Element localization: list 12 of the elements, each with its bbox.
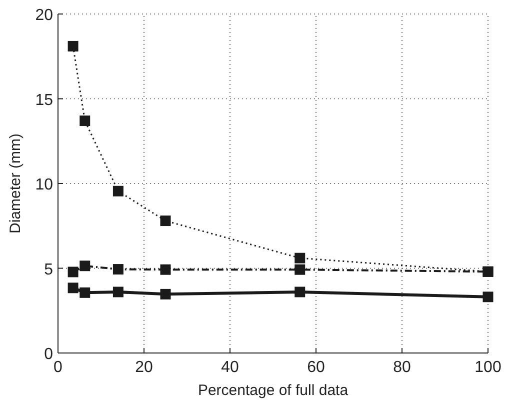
y-axis-title: Diameter (mm): [7, 134, 24, 234]
x-tick-label: 20: [135, 359, 153, 376]
y-tick-label: 10: [35, 176, 54, 194]
x-axis-title: Percentage of full data: [198, 382, 349, 399]
y-tick-label: 0: [44, 346, 54, 363]
y-tick-label: 15: [35, 92, 54, 109]
y-tick-label: 20: [35, 7, 54, 24]
x-tick-label: 80: [393, 359, 411, 376]
x-tick-label: 60: [307, 359, 325, 376]
x-tick-label: 40: [221, 359, 239, 376]
y-tick-label: 5: [44, 261, 54, 278]
x-tick-label: 100: [474, 359, 502, 376]
